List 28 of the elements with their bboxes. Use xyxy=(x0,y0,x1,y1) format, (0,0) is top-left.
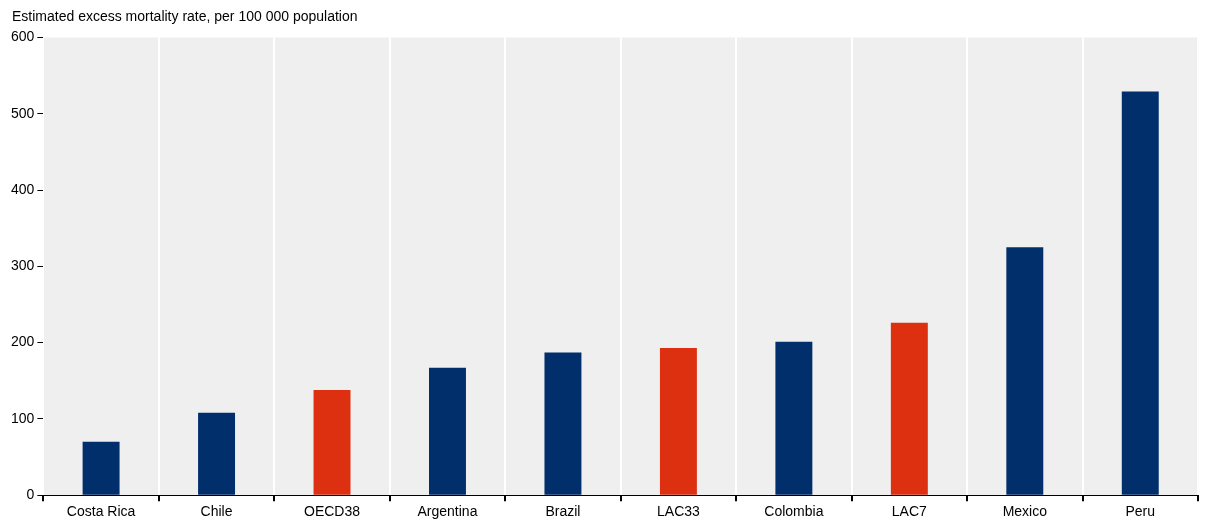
x-tick-label: Mexico xyxy=(1002,503,1048,520)
y-tick-label: 100 xyxy=(11,409,35,426)
y-tick-label: 0 xyxy=(26,486,35,503)
y-tick-label: 600 xyxy=(11,28,35,45)
x-tick-label: Brazil xyxy=(545,503,581,520)
x-tick-label: Colombia xyxy=(764,503,824,520)
x-tick-label: LAC7 xyxy=(891,503,928,520)
bar xyxy=(82,441,120,495)
y-tick-label: 200 xyxy=(11,333,35,350)
bar xyxy=(1006,247,1044,495)
bar xyxy=(890,322,928,495)
bar xyxy=(198,412,236,495)
bar xyxy=(659,347,697,495)
x-tick-label: Peru xyxy=(1125,503,1156,520)
y-axis-title: Estimated excess mortality rate, per 100 000 population xyxy=(12,8,359,26)
bar xyxy=(1121,91,1159,495)
bar xyxy=(313,389,351,495)
x-tick-label: Argentina xyxy=(417,503,478,520)
x-tick-label: Chile xyxy=(200,503,233,520)
x-tick-label: LAC33 xyxy=(657,503,701,520)
x-tick-label: Costa Rica xyxy=(66,503,136,520)
y-tick-label: 400 xyxy=(11,180,35,197)
bar xyxy=(429,367,466,495)
y-tick-label: 300 xyxy=(11,257,35,274)
y-tick-label: 500 xyxy=(11,104,35,121)
bar xyxy=(775,341,813,495)
x-tick-label: OECD38 xyxy=(304,503,361,520)
bar xyxy=(544,352,582,495)
